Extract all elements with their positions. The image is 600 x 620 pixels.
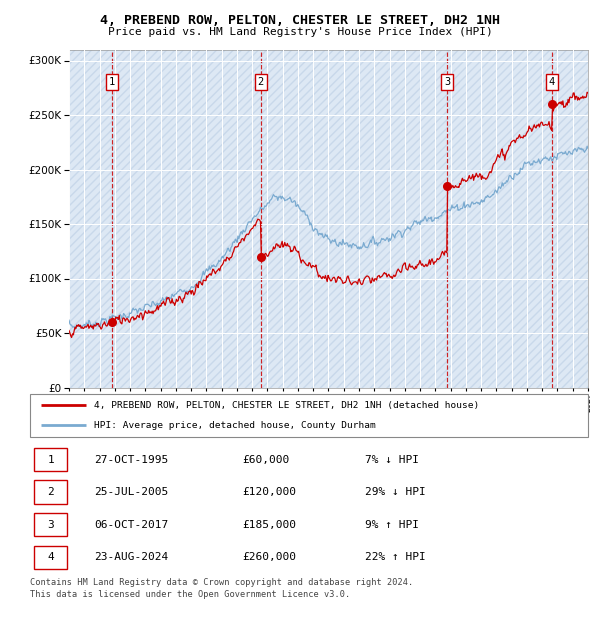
Text: 06-OCT-2017: 06-OCT-2017 <box>94 520 169 529</box>
FancyBboxPatch shape <box>34 546 67 569</box>
Text: 25-JUL-2005: 25-JUL-2005 <box>94 487 169 497</box>
FancyBboxPatch shape <box>34 448 67 471</box>
Text: 4, PREBEND ROW, PELTON, CHESTER LE STREET, DH2 1NH (detached house): 4, PREBEND ROW, PELTON, CHESTER LE STREE… <box>94 401 479 410</box>
Text: 7% ↓ HPI: 7% ↓ HPI <box>365 454 419 464</box>
Text: 1: 1 <box>47 454 54 464</box>
Text: Price paid vs. HM Land Registry's House Price Index (HPI): Price paid vs. HM Land Registry's House … <box>107 27 493 37</box>
Text: 2: 2 <box>47 487 54 497</box>
Text: 22% ↑ HPI: 22% ↑ HPI <box>365 552 425 562</box>
Text: 4: 4 <box>47 552 54 562</box>
Text: £120,000: £120,000 <box>242 487 296 497</box>
Text: This data is licensed under the Open Government Licence v3.0.: This data is licensed under the Open Gov… <box>30 590 350 600</box>
FancyBboxPatch shape <box>34 480 67 504</box>
Text: 29% ↓ HPI: 29% ↓ HPI <box>365 487 425 497</box>
Text: 4, PREBEND ROW, PELTON, CHESTER LE STREET, DH2 1NH: 4, PREBEND ROW, PELTON, CHESTER LE STREE… <box>100 14 500 27</box>
Text: 23-AUG-2024: 23-AUG-2024 <box>94 552 169 562</box>
Text: £260,000: £260,000 <box>242 552 296 562</box>
Text: HPI: Average price, detached house, County Durham: HPI: Average price, detached house, Coun… <box>94 421 376 430</box>
FancyBboxPatch shape <box>30 394 588 437</box>
Text: Contains HM Land Registry data © Crown copyright and database right 2024.: Contains HM Land Registry data © Crown c… <box>30 578 413 587</box>
Text: 3: 3 <box>47 520 54 529</box>
Text: 3: 3 <box>444 77 450 87</box>
Text: 1: 1 <box>109 77 115 87</box>
Text: 27-OCT-1995: 27-OCT-1995 <box>94 454 169 464</box>
Text: £185,000: £185,000 <box>242 520 296 529</box>
Text: 4: 4 <box>549 77 555 87</box>
Text: £60,000: £60,000 <box>242 454 289 464</box>
Text: 9% ↑ HPI: 9% ↑ HPI <box>365 520 419 529</box>
FancyBboxPatch shape <box>34 513 67 536</box>
Text: 2: 2 <box>257 77 264 87</box>
